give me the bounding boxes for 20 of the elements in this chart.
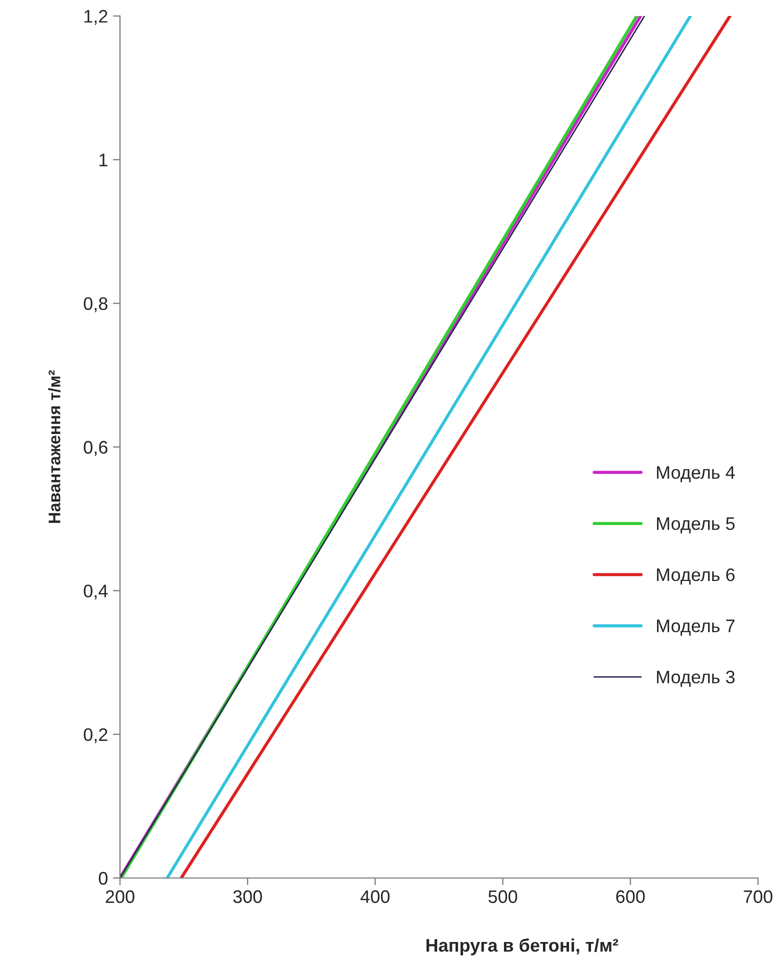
legend-label: Модель 5 [657,517,735,534]
x-tick-label: 500 [488,890,518,904]
y-tick-label: 1,2 [84,10,108,25]
y-tick-label: 0,8 [84,297,108,312]
y-tick-label: 1 [100,154,108,166]
y-tick-label: 0,6 [84,440,108,456]
legend-label: Модель 4 [657,466,735,482]
y-tick-label: 0 [98,872,108,885]
x-tick-label: 700 [744,890,772,904]
y-tick-label: 0,2 [84,728,108,744]
x-tick-label: 600 [616,890,645,904]
y-tick-label: 0,4 [84,584,108,600]
x-tick-label: 400 [360,890,390,904]
x-axis-title: Напруга в бетоні, т/м² [426,938,618,956]
legend-label: Модель 6 [657,568,735,585]
y-axis-title: Навантаження т/м² [48,370,61,523]
x-tick-label: 300 [233,890,262,904]
legend-label: Модель 7 [657,620,734,636]
legend-label: Модель 3 [657,670,735,687]
x-tick-label: 200 [106,890,134,904]
